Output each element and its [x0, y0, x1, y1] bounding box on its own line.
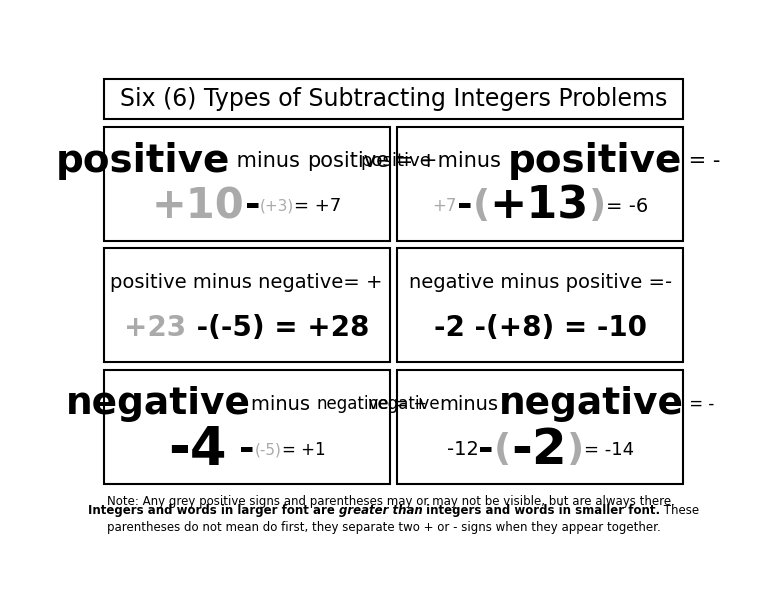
- Text: = +7: = +7: [294, 197, 342, 216]
- Text: Six (6) Types of Subtracting Integers Problems: Six (6) Types of Subtracting Integers Pr…: [120, 87, 667, 111]
- Text: ): ): [589, 188, 606, 225]
- Text: -4: -4: [168, 424, 227, 476]
- Text: integers and words in smaller font.: integers and words in smaller font.: [422, 504, 660, 517]
- Text: minus: minus: [251, 395, 316, 414]
- Text: positive: positive: [508, 142, 682, 180]
- Text: -(-5) = +28: -(-5) = +28: [187, 314, 369, 342]
- Text: positive: positive: [307, 151, 389, 171]
- Text: = -6: = -6: [606, 197, 648, 216]
- Text: positive minus negative= +: positive minus negative= +: [111, 273, 383, 292]
- Text: greater than: greater than: [339, 504, 422, 517]
- Text: negative: negative: [66, 386, 251, 422]
- Text: ): ): [567, 432, 584, 468]
- Bar: [104, 248, 389, 362]
- Text: negative: negative: [498, 386, 684, 422]
- Text: (: (: [472, 188, 490, 225]
- Bar: [398, 248, 684, 362]
- Text: +7: +7: [432, 197, 457, 216]
- Text: -: -: [227, 432, 255, 468]
- Text: (+3): (+3): [260, 199, 294, 214]
- Text: = -: = -: [684, 395, 714, 413]
- Text: = +1: = +1: [282, 441, 326, 459]
- Text: (: (: [494, 432, 511, 468]
- Text: negative: negative: [367, 395, 439, 413]
- Text: minus: minus: [439, 395, 498, 414]
- Bar: [104, 127, 389, 241]
- Text: negative minus positive =-: negative minus positive =-: [409, 273, 672, 292]
- Text: = -14: = -14: [584, 441, 634, 459]
- Text: -2: -2: [511, 426, 567, 474]
- Text: minus: minus: [432, 151, 508, 171]
- Text: minus: minus: [230, 151, 307, 171]
- Text: Note: Any grey positive signs and parentheses may or may not be visible, but are: Note: Any grey positive signs and parent…: [107, 495, 675, 508]
- Text: -: -: [245, 188, 260, 225]
- Text: (-5): (-5): [255, 443, 282, 457]
- Text: -2 -(+8) = -10: -2 -(+8) = -10: [434, 314, 647, 342]
- Bar: [398, 370, 684, 484]
- Text: positive: positive: [56, 142, 230, 180]
- Text: negative: negative: [316, 395, 389, 413]
- Text: -12: -12: [446, 440, 478, 459]
- Bar: [398, 127, 684, 241]
- Bar: [104, 79, 684, 119]
- Text: Integers and words in larger font are: Integers and words in larger font are: [88, 504, 339, 517]
- Text: parentheses do not mean do first, they separate two + or - signs when they appea: parentheses do not mean do first, they s…: [107, 521, 660, 534]
- Text: = +: = +: [389, 395, 427, 413]
- Text: +13: +13: [490, 185, 589, 228]
- Text: -: -: [478, 432, 494, 468]
- Text: = +: = +: [389, 151, 438, 171]
- Text: -: -: [457, 188, 472, 225]
- Bar: [104, 370, 389, 484]
- Text: = -: = -: [682, 151, 720, 171]
- Text: positive: positive: [360, 152, 432, 170]
- Text: +10: +10: [152, 185, 245, 228]
- Text: These: These: [660, 504, 700, 517]
- Text: +23: +23: [124, 314, 187, 342]
